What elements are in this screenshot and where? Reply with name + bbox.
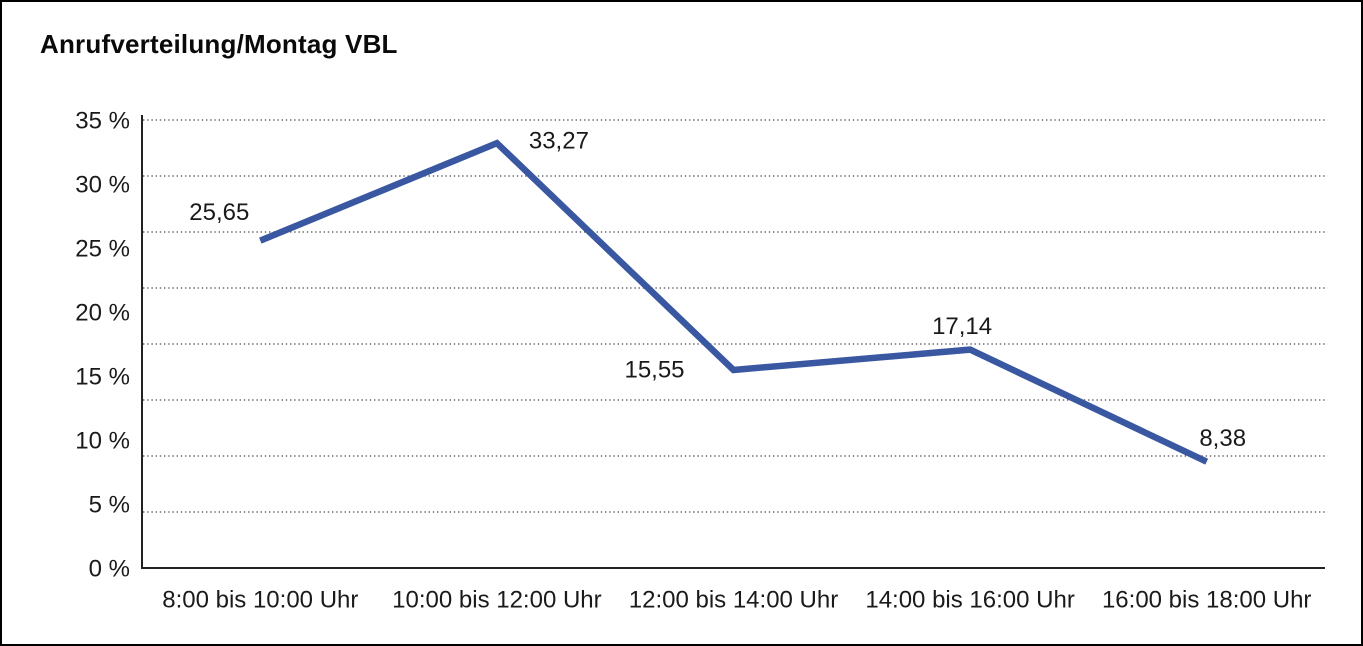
y-tick-label: 15 % [75,364,130,391]
chart-title: Anrufverteilung/Montag VBL [40,29,398,59]
x-axis-tick-labels: 8:00 bis 10:00 Uhr 10:00 bis 12:00 Uhr 12:… [162,587,1311,614]
y-axis-tick-labels: 35 % 30 % 25 % 20 % 15 % 10 % 5 % 0 % [75,108,130,583]
y-tick-label: 0 % [89,556,130,583]
y-tick-label: 30 % [75,172,130,199]
y-tick-label: 20 % [75,300,130,327]
data-label: 25,65 [189,199,249,226]
data-label: 15,55 [624,356,684,383]
x-tick-label: 10:00 bis 12:00 Uhr [392,587,601,614]
y-tick-label: 10 % [75,428,130,455]
x-tick-label: 16:00 bis 18:00 Uhr [1102,587,1311,614]
gridlines [143,119,1325,513]
data-labels: 25,65 33,27 15,55 17,14 8,38 [189,128,1246,453]
x-tick-label: 8:00 bis 10:00 Uhr [162,587,358,614]
y-tick-label: 35 % [75,108,130,135]
series-line [259,139,1209,465]
x-tick-label: 12:00 bis 14:00 Uhr [629,587,838,614]
data-label: 8,38 [1199,425,1246,452]
x-tick-label: 14:00 bis 16:00 Uhr [865,587,1074,614]
data-label: 33,27 [529,128,589,155]
data-label: 17,14 [932,313,992,340]
y-tick-label: 5 % [89,492,130,519]
y-tick-label: 25 % [75,236,130,263]
